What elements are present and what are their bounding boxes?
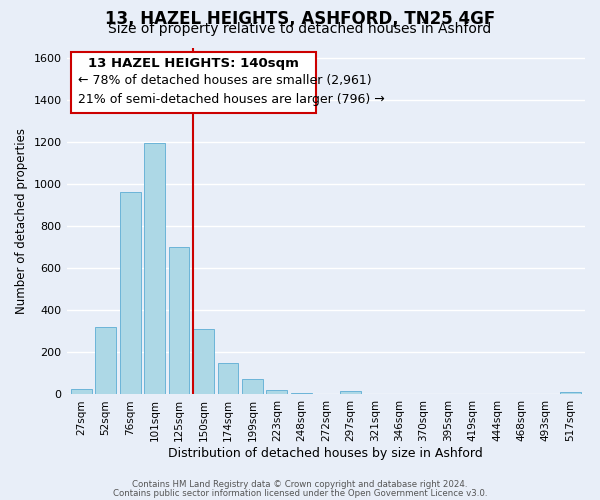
Bar	[560, 392, 581, 394]
Bar	[95, 327, 116, 394]
Bar	[71, 389, 92, 394]
Bar	[120, 192, 140, 394]
Bar	[218, 363, 238, 394]
Y-axis label: Number of detached properties: Number of detached properties	[15, 128, 28, 314]
X-axis label: Distribution of detached houses by size in Ashford: Distribution of detached houses by size …	[169, 447, 483, 460]
Bar	[242, 378, 263, 394]
Text: 13 HAZEL HEIGHTS: 140sqm: 13 HAZEL HEIGHTS: 140sqm	[88, 58, 299, 70]
Bar	[266, 390, 287, 394]
Text: ← 78% of detached houses are smaller (2,961): ← 78% of detached houses are smaller (2,…	[78, 74, 372, 88]
Text: Contains HM Land Registry data © Crown copyright and database right 2024.: Contains HM Land Registry data © Crown c…	[132, 480, 468, 489]
Bar	[340, 392, 361, 394]
Bar	[144, 143, 165, 395]
Text: 21% of semi-detached houses are larger (796) →: 21% of semi-detached houses are larger (…	[78, 93, 385, 106]
Text: Size of property relative to detached houses in Ashford: Size of property relative to detached ho…	[109, 22, 491, 36]
Bar	[193, 330, 214, 394]
Bar	[169, 248, 190, 394]
Text: Contains public sector information licensed under the Open Government Licence v3: Contains public sector information licen…	[113, 488, 487, 498]
Text: 13, HAZEL HEIGHTS, ASHFORD, TN25 4GF: 13, HAZEL HEIGHTS, ASHFORD, TN25 4GF	[105, 10, 495, 28]
FancyBboxPatch shape	[71, 52, 316, 112]
